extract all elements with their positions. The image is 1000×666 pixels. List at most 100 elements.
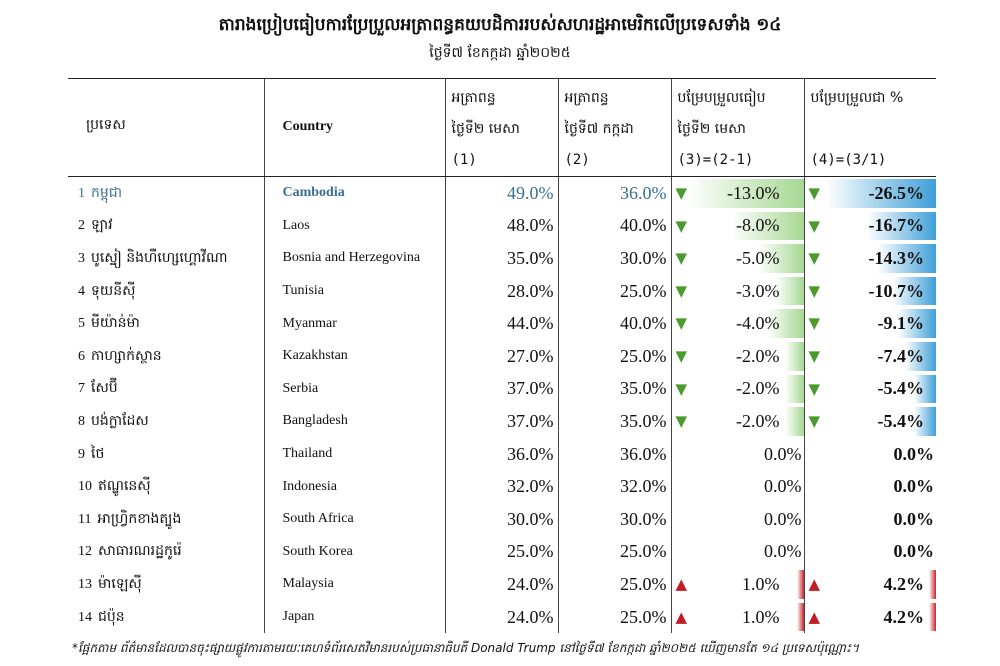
rate-april-cell: 24.0% [444,600,558,634]
row-number: 3 [78,250,85,266]
change-value: -7.4% [877,345,925,366]
triangle-up-icon: ▲ [675,575,688,594]
triangle-down-icon: ▼ [675,314,688,333]
country-name-cell: Bangladesh [263,405,445,438]
percent-change-cell: ▼ -5.4% [803,405,936,438]
change-value: -9.1% [877,313,925,334]
change-value: 1.0% [742,606,780,627]
change-bar [776,276,804,306]
difference-cell: ▼ -2.0% [670,339,804,373]
rate-april-cell: 24.0% [444,568,558,601]
difference-cell: 0.0% [670,470,804,503]
row-number: 9 [78,446,85,462]
percent-change-cell: ▲ 4.2% [803,568,936,601]
change-bar [905,341,936,371]
country-name-cell: Tunisia [263,274,445,308]
rate-april-cell: 35.0% [444,242,558,275]
country-khmer-name: សែប៊ី [91,380,118,397]
country-khmer-cell: 9 ថៃ [68,438,264,471]
row-number: 2 [78,218,85,234]
country-khmer-name: បូស្នៀ និងហឺហ្សេហ្គោវីណា [91,249,228,266]
rate-july-cell: 35.0% [557,405,671,438]
rate-april-cell: 44.0% [444,307,558,340]
triangle-down-icon: ▼ [808,379,821,398]
rate-april-cell: 30.0% [444,502,558,536]
rate-july-cell: 30.0% [557,242,671,275]
change-bar [898,309,936,338]
country-khmer-cell: 8 បង់ក្លាដែស [68,405,264,438]
rate-july-cell: 36.0% [557,437,671,471]
tariff-comparison-table: ប្រទេស Country អត្រាពន្ធ ថ្ងៃទី២ មេសា (1… [68,78,936,634]
change-value: -5.4% [877,410,925,431]
change-bar [913,407,936,436]
rate-april-cell: 25.0% [444,535,558,569]
country-name-cell: Cambodia [263,176,445,210]
table-row: 9 ថៃ Thailand 36.0% 36.0% 0.0% 0.0% [68,437,936,471]
country-name-cell: South Korea [263,535,445,569]
difference-cell: 0.0% [670,437,804,471]
row-number: 4 [78,283,85,299]
change-value: 0.0% [764,508,802,529]
country-khmer-cell: 11 អាហ្វ្រិកខាងត្បូង [68,503,264,536]
triangle-up-icon: ▲ [808,575,821,594]
difference-cell: ▼ -13.0% [670,176,804,210]
rate-april-cell: 37.0% [444,372,558,406]
table-row: 13 ម៉ាឡេស៊ី Malaysia 24.0% 25.0% ▲ 1.0% ▲ 4.2% [68,568,936,601]
difference-cell: ▼ -4.0% [670,307,804,340]
difference-cell: ▲ 1.0% [670,600,804,634]
row-number: 10 [78,479,92,495]
triangle-down-icon: ▼ [808,412,821,431]
country-khmer-name: ជប៉ុន [98,608,125,625]
country-name-cell: South Africa [263,502,445,536]
footnote: *ផ្អែកតាម ព័ត៌មានដែលបានចុះផ្សាយផ្លូវការត… [72,641,860,655]
change-value: 1.0% [742,573,780,594]
country-khmer-name: ទុយនីស៊ី [91,282,136,299]
table-row: 4 ទុយនីស៊ី Tunisia 28.0% 25.0% ▼ -3.0% ▼ -10.7% [68,274,936,308]
country-khmer-name: សាធារណរដ្ឋកូរ៉េ [98,543,182,560]
country-khmer-name: កម្ពុជា [91,184,123,201]
page-subtitle: ថ្ងៃទី៧ ខែកក្កដា ឆ្នាំ២០២៥ [429,45,571,61]
table-row: 2 ឡាវ Laos 48.0% 40.0% ▼ -8.0% ▼ -16.7% [68,209,936,243]
change-value: -14.3% [868,247,925,268]
change-bar [866,211,936,241]
country-khmer-cell: 2 ឡាវ [68,210,264,243]
rate-july-cell: 25.0% [557,600,671,634]
difference-cell: ▼ -8.0% [670,209,804,243]
percent-change-cell: ▼ -7.4% [803,339,936,373]
row-number: 13 [78,576,92,592]
row-number: 14 [78,609,92,625]
change-bar [929,602,936,632]
change-value: -2.0% [736,378,780,399]
header-rate-july: អត្រាពន្ធ ថ្ងៃទី៧ កក្កដា (2) [557,78,671,177]
country-name-cell: Laos [263,209,445,243]
change-value: -5.4% [877,378,925,399]
country-khmer-name: ម៉ាឡេស៊ី [98,575,142,592]
rate-july-cell: 35.0% [557,372,671,406]
country-khmer-cell: 1 កម្ពុជា [68,177,264,210]
change-bar [796,602,804,632]
table-row: 12 សាធារណរដ្ឋកូរ៉េ South Korea 25.0% 25.0% 0.… [68,535,936,569]
change-value: 0.0% [764,541,802,562]
percent-change-cell: ▼ -5.4% [803,372,936,406]
table-row: 6 កាហ្សាក់ស្ថាន Kazakhstan 27.0% 25.0% ▼ -2.0%… [68,339,936,373]
rate-july-cell: 32.0% [557,470,671,503]
change-bar [758,244,804,273]
triangle-down-icon: ▼ [675,184,688,202]
rate-april-cell: 28.0% [444,274,558,308]
triangle-down-icon: ▼ [675,412,688,431]
change-bar [730,211,804,241]
table-row: 1 កម្ពុជា Cambodia 49.0% 36.0% ▼ -13.0% ▼ -26.5% [68,176,936,210]
change-bar [891,276,936,306]
rate-july-cell: 30.0% [557,502,671,536]
country-name-cell: Myanmar [263,307,445,340]
triangle-down-icon: ▼ [808,216,821,235]
rate-july-cell: 25.0% [557,274,671,308]
triangle-up-icon: ▲ [675,607,688,626]
percent-change-cell: ▼ -9.1% [803,307,936,340]
change-bar [785,341,804,371]
country-khmer-name: កាហ្សាក់ស្ថាន [91,347,162,364]
change-value: -2.0% [736,410,780,431]
rate-july-cell: 40.0% [557,209,671,243]
change-value: 4.2% [883,606,925,627]
country-khmer-cell: 5 មីយ៉ាន់ម៉ា [68,307,264,340]
